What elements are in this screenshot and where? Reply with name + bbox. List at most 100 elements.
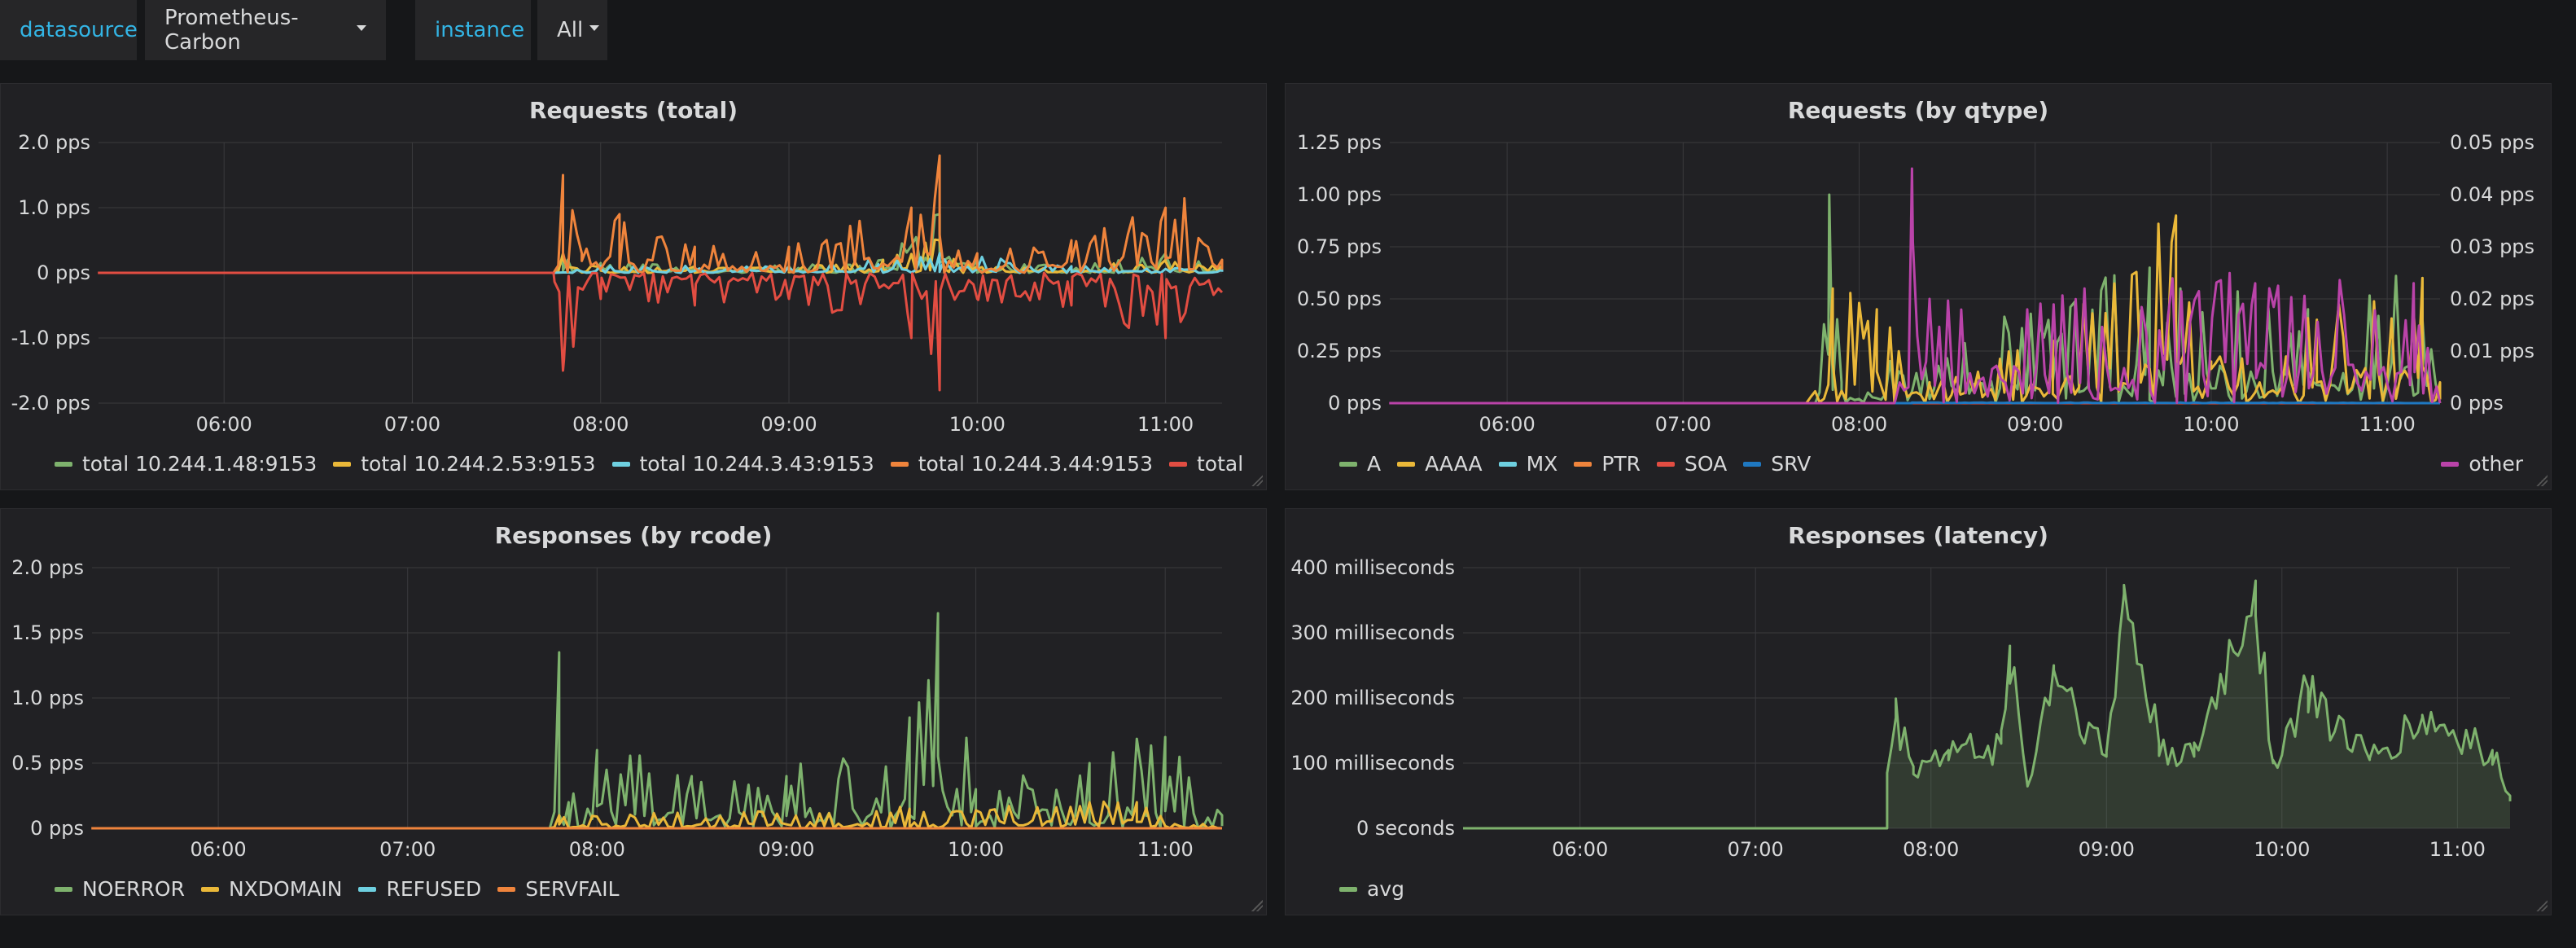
responses-latency-chart: 400 milliseconds 300 milliseconds 200 mill… bbox=[1290, 556, 2512, 861]
x-tick-label: 11:00 bbox=[1137, 413, 1194, 436]
y-tick-label: 0.50 pps bbox=[1297, 287, 1382, 310]
y-tick-label: 0 pps bbox=[30, 817, 84, 840]
y-right-tick-label: 0.02 pps bbox=[2450, 287, 2534, 310]
y-tick-label: 1.0 pps bbox=[18, 196, 90, 219]
x-tick-label: 11:00 bbox=[2359, 413, 2416, 436]
legend-swatch bbox=[1498, 461, 1517, 467]
instance-dropdown[interactable]: All bbox=[537, 0, 607, 60]
legend-swatch bbox=[1169, 461, 1187, 467]
y-tick-label: 1.00 pps bbox=[1297, 183, 1382, 206]
y-right-tick-label: 0 pps bbox=[2450, 392, 2504, 415]
legend-item[interactable]: avg bbox=[1339, 877, 1404, 901]
legend-item[interactable]: SOA bbox=[1657, 452, 1727, 476]
legend-label: total 10.244.1.48:9153 bbox=[82, 452, 318, 476]
legend-item[interactable]: total bbox=[1169, 452, 1243, 476]
y-tick-label: 400 milliseconds bbox=[1290, 556, 1455, 579]
legend-item[interactable]: total 10.244.2.53:9153 bbox=[333, 452, 596, 476]
y-right-tick-label: 0.03 pps bbox=[2450, 235, 2534, 258]
x-tick-label: 09:00 bbox=[758, 838, 814, 861]
y-tick-label: 0 pps bbox=[37, 261, 90, 284]
legend-label: REFUSED bbox=[386, 877, 482, 901]
x-tick-label: 10:00 bbox=[948, 838, 1004, 861]
x-tick-label: 06:00 bbox=[196, 413, 252, 436]
legend-item[interactable]: NOERROR bbox=[55, 877, 185, 901]
legend-item[interactable]: AAAA bbox=[1397, 452, 1483, 476]
legend-item[interactable]: SERVFAIL bbox=[497, 877, 620, 901]
legend-item[interactable]: total 10.244.3.44:9153 bbox=[890, 452, 1153, 476]
legend-swatch bbox=[1657, 461, 1676, 467]
legend-swatch bbox=[1743, 461, 1762, 467]
y-tick-label: -1.0 pps bbox=[11, 327, 90, 349]
panel-title[interactable]: Responses (by rcode) bbox=[494, 522, 773, 549]
caret-down-icon bbox=[357, 24, 366, 31]
x-tick-label: 07:00 bbox=[1728, 838, 1784, 861]
datasource-label: datasource bbox=[20, 18, 138, 42]
responses-by-rcode-chart: 2.0 pps 1.5 pps 1.0 pps 0.5 pps 0 pps 06:00 07… bbox=[11, 556, 1224, 861]
x-tick-label: 08:00 bbox=[1903, 838, 1959, 861]
legend-item[interactable]: SRV bbox=[1743, 452, 1811, 476]
legend-label-other: other bbox=[2469, 452, 2523, 476]
y-tick-label: -2.0 pps bbox=[11, 392, 90, 415]
legend-item[interactable]: PTR bbox=[1574, 452, 1641, 476]
y-right-tick-label: 0.05 pps bbox=[2450, 131, 2534, 154]
legend-label: total 10.244.3.43:9153 bbox=[639, 452, 874, 476]
x-tick-label: 07:00 bbox=[1655, 413, 1711, 436]
series-line bbox=[99, 252, 1224, 274]
legend-label: MX bbox=[1526, 452, 1558, 476]
x-tick-label: 07:00 bbox=[379, 838, 436, 861]
legend-item[interactable]: MX bbox=[1498, 452, 1558, 476]
legend-item[interactable]: total 10.244.3.43:9153 bbox=[611, 452, 874, 476]
legend-item[interactable]: total 10.244.1.48:9153 bbox=[55, 452, 317, 476]
legend-item[interactable]: NXDOMAIN bbox=[200, 877, 342, 901]
datasource-variable-label: datasource bbox=[0, 0, 138, 60]
panel-title[interactable]: Requests (total) bbox=[528, 97, 738, 124]
legend-right-item[interactable]: other bbox=[2441, 452, 2523, 476]
y-tick-label: 2.0 pps bbox=[11, 556, 84, 579]
legend-label: PTR bbox=[1601, 452, 1641, 476]
x-tick-label: 09:00 bbox=[2079, 838, 2135, 861]
series-line bbox=[1463, 579, 2512, 830]
legend-item[interactable]: A bbox=[1339, 452, 1381, 476]
legend-swatch bbox=[1339, 886, 1357, 892]
instance-value: All bbox=[557, 18, 584, 42]
series-line bbox=[92, 800, 1223, 830]
resize-handle-icon[interactable] bbox=[2536, 900, 2548, 911]
legend-swatch bbox=[497, 886, 516, 892]
panel-title[interactable]: Responses (latency) bbox=[1788, 522, 2048, 549]
requests-total-chart: 2.0 pps 1.0 pps 0 pps -1.0 pps -2.0 pps 06:00… bbox=[11, 131, 1224, 436]
y-tick-label: 0 seconds bbox=[1356, 817, 1455, 840]
x-tick-label: 08:00 bbox=[569, 838, 625, 861]
y-tick-label: 100 milliseconds bbox=[1290, 752, 1455, 775]
x-tick-label: 10:00 bbox=[2254, 838, 2310, 861]
x-tick-label: 06:00 bbox=[1552, 838, 1608, 861]
series-line bbox=[99, 213, 1224, 274]
requests-by-qtype-chart: 1.25 pps 1.00 pps 0.75 pps 0.50 pps 0.25 pps… bbox=[1297, 131, 2534, 436]
panel-title[interactable]: Requests (by qtype) bbox=[1787, 97, 2049, 124]
instance-variable-label: instance bbox=[415, 0, 531, 60]
resize-handle-icon[interactable] bbox=[1251, 475, 1263, 486]
legend: avg bbox=[1339, 877, 1404, 901]
legend-label: avg bbox=[1367, 877, 1404, 901]
legend-label: SOA bbox=[1684, 452, 1728, 476]
legend-swatch bbox=[55, 461, 72, 467]
legend-swatch bbox=[1574, 461, 1592, 467]
legend-swatch bbox=[2441, 461, 2460, 467]
legend-label: total 10.244.2.53:9153 bbox=[361, 452, 596, 476]
y-tick-label: 0.75 pps bbox=[1297, 235, 1382, 258]
y-tick-label: 2.0 pps bbox=[18, 131, 90, 154]
legend: A AAAA MX PTR SOA SRV bbox=[1339, 452, 1811, 476]
datasource-dropdown[interactable]: Prometheus-Carbon bbox=[145, 0, 386, 60]
resize-handle-icon[interactable] bbox=[2536, 475, 2548, 486]
legend-item[interactable]: REFUSED bbox=[358, 877, 481, 901]
y-tick-label: 0.5 pps bbox=[11, 752, 84, 775]
legend-swatch bbox=[611, 461, 630, 467]
y-tick-label: 1.5 pps bbox=[11, 621, 84, 644]
panel-responses-latency: Responses (latency) 400 milliseconds 300 … bbox=[1285, 508, 2552, 915]
y-tick-label: 0 pps bbox=[1328, 392, 1382, 415]
legend-swatch bbox=[1339, 461, 1357, 467]
resize-handle-icon[interactable] bbox=[1251, 900, 1263, 911]
x-tick-label: 09:00 bbox=[2007, 413, 2063, 436]
x-tick-label: 07:00 bbox=[384, 413, 440, 436]
series-line bbox=[1389, 167, 2442, 405]
series-area bbox=[1463, 581, 2510, 828]
